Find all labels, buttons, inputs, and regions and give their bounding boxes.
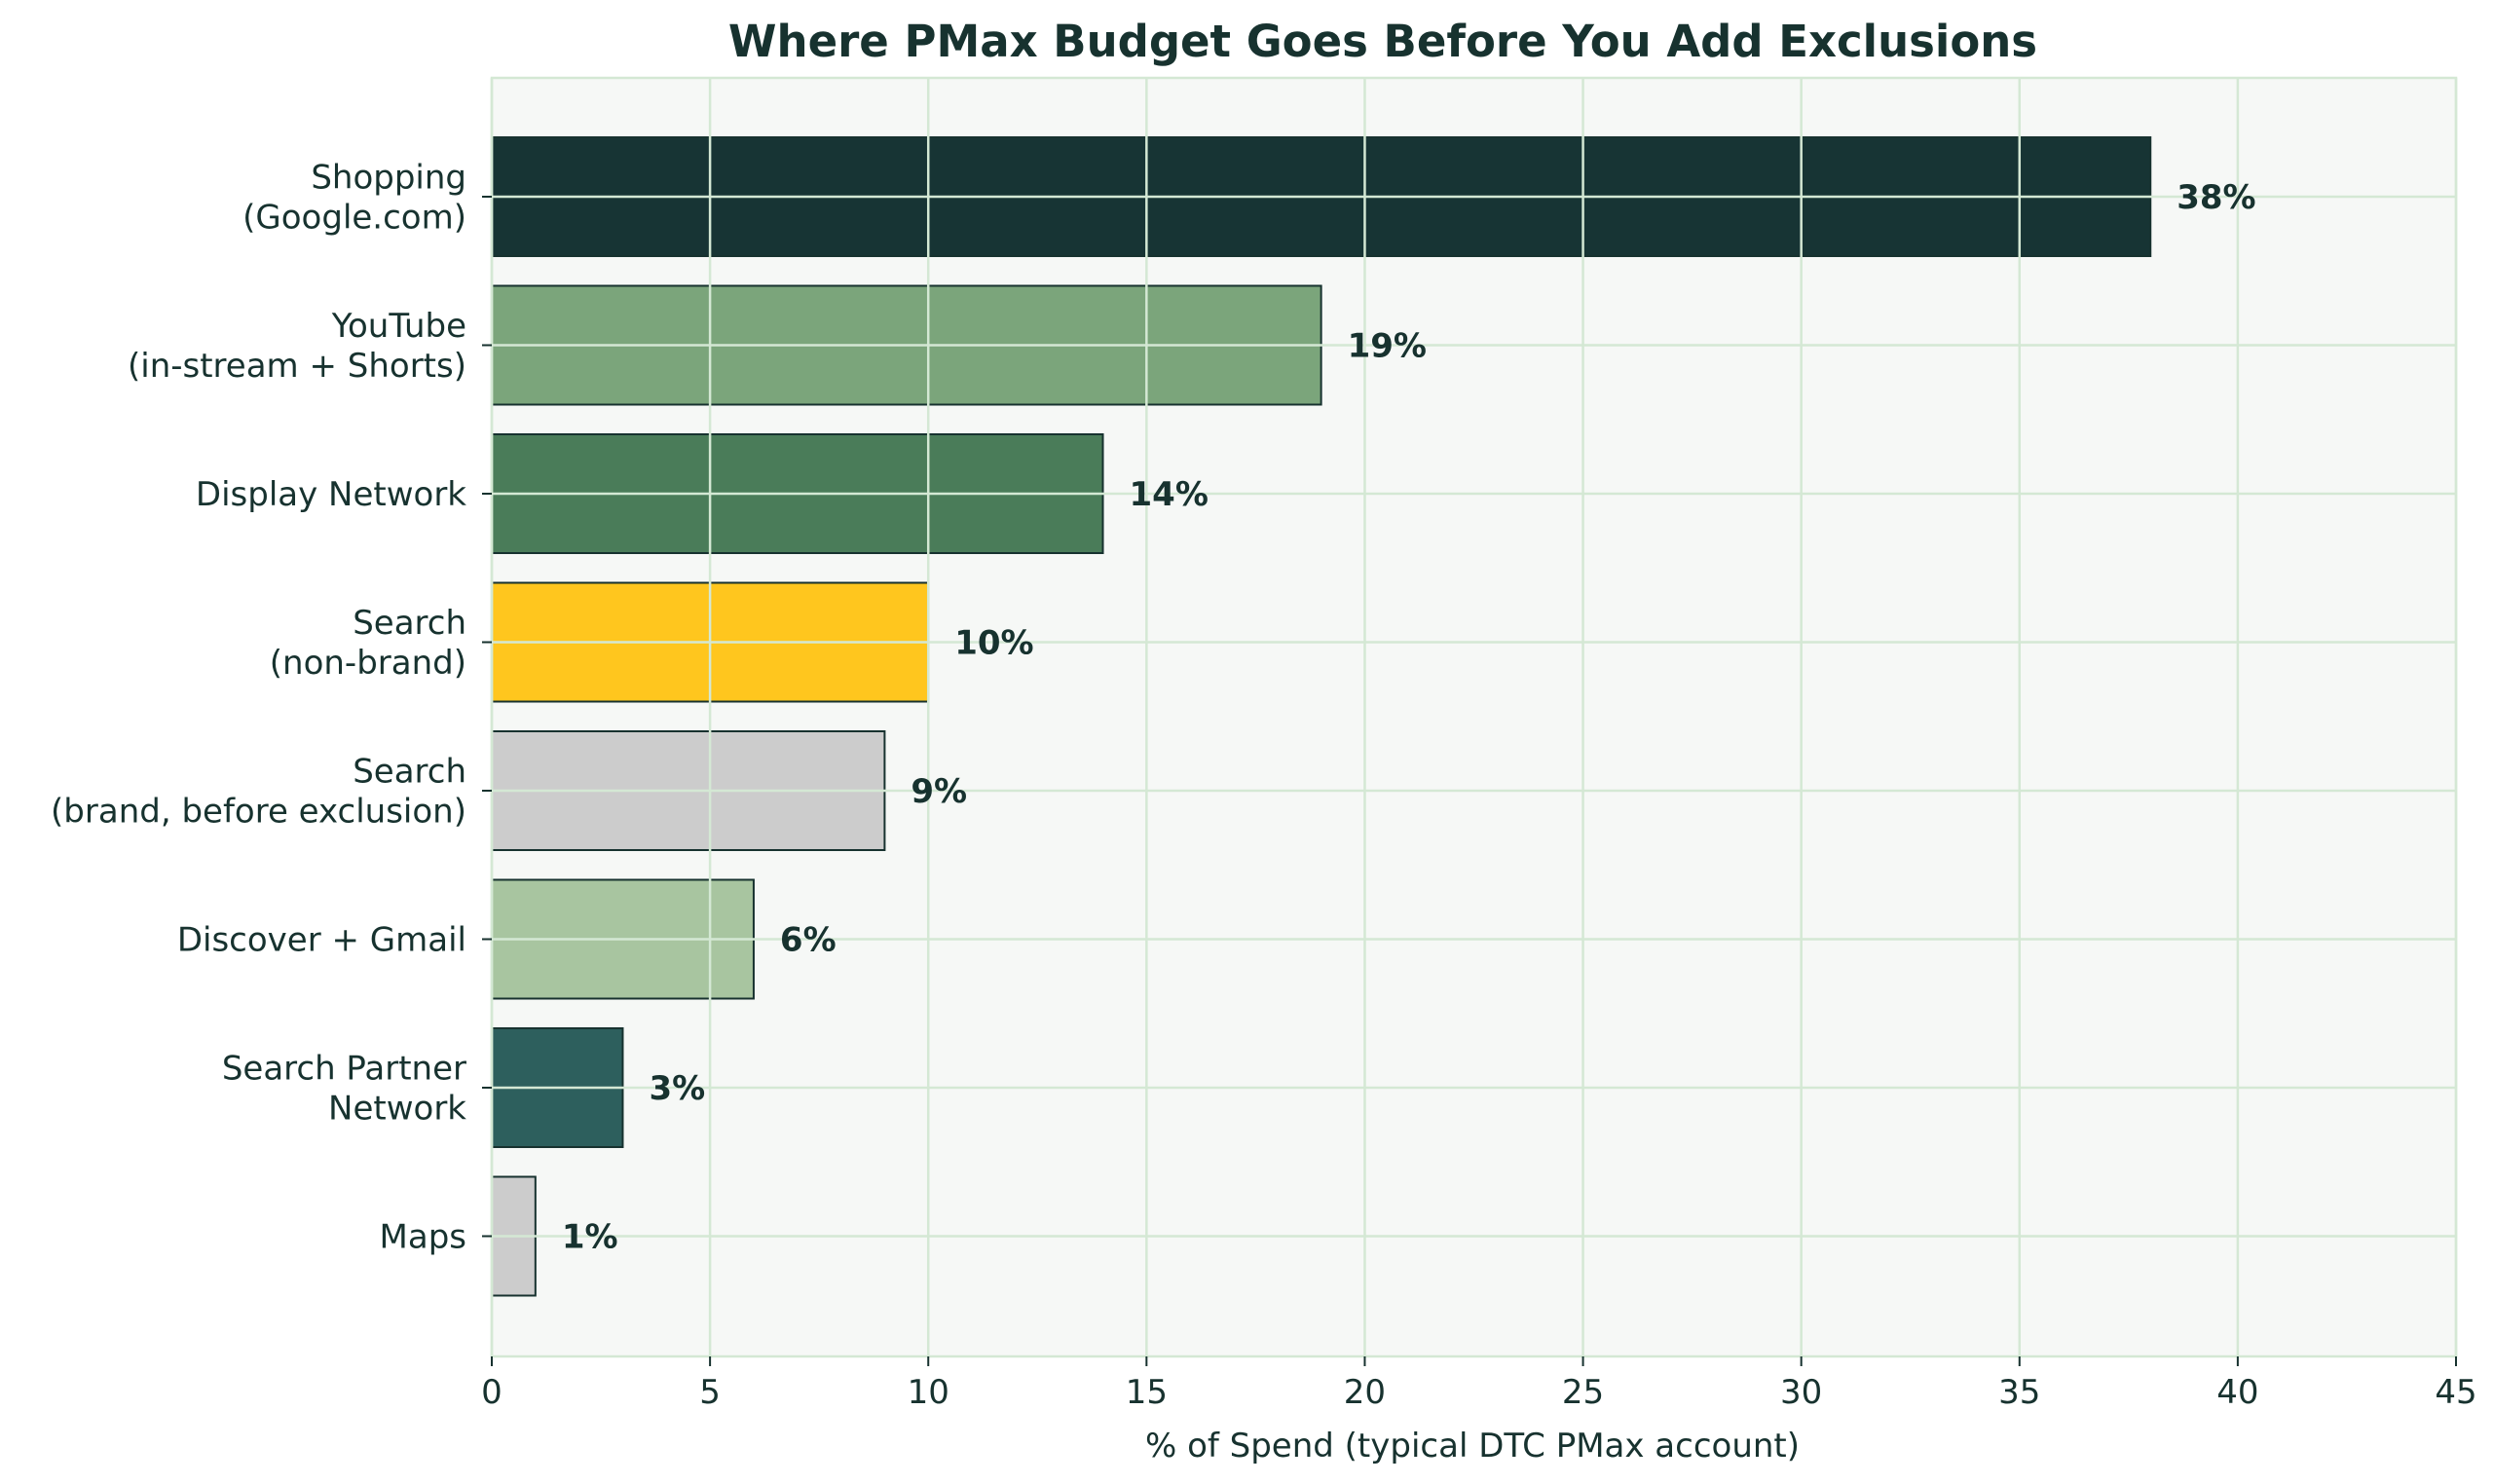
category-label-2: Display Network	[196, 475, 466, 514]
category-label-7: Maps	[380, 1218, 466, 1257]
x-tick-label-9: 45	[2435, 1373, 2476, 1412]
x-tick-label-4: 20	[1344, 1373, 1386, 1412]
category-label-line: (non-brand)	[270, 644, 466, 683]
value-label-4: 9%	[911, 772, 967, 811]
x-tick-label-6: 30	[1780, 1373, 1822, 1412]
value-labels: 38% 19% 14% 10% 9% 6% 3% 1%	[562, 178, 2256, 1257]
value-label-6: 3%	[649, 1069, 705, 1108]
x-tick-label-0: 0	[481, 1373, 502, 1412]
x-tick-label-7: 35	[1998, 1373, 2040, 1412]
category-label-line: (in-stream + Shorts)	[128, 347, 466, 386]
x-tick-label-8: 40	[2216, 1373, 2258, 1412]
grid	[490, 78, 2458, 1356]
category-label-line: Shopping	[311, 159, 466, 198]
category-label-1: YouTube (in-stream + Shorts)	[128, 307, 466, 386]
x-axis: 0 5 10 15 20 25 30 35 40 45	[481, 1356, 2477, 1412]
value-label-0: 38%	[2177, 178, 2255, 217]
category-label-line: Search Partner	[222, 1050, 466, 1089]
plot-background	[492, 78, 2456, 1356]
category-label-line: (brand, before exclusion)	[51, 793, 466, 832]
value-label-5: 6%	[780, 921, 837, 960]
category-label-line: (Google.com)	[242, 199, 466, 238]
category-label-line: Discover + Gmail	[177, 921, 466, 960]
x-tick-label-3: 15	[1126, 1373, 1168, 1412]
x-tick-label-2: 10	[908, 1373, 949, 1412]
category-label-line: Display Network	[196, 475, 466, 514]
category-label-line: YouTube	[331, 307, 466, 346]
category-label-4: Search (brand, before exclusion)	[51, 753, 466, 832]
x-axis-label: % of Spend (typical DTC PMax account)	[1145, 1427, 1800, 1465]
value-label-1: 19%	[1348, 327, 1427, 366]
value-label-2: 14%	[1130, 475, 1209, 514]
category-label-0: Shopping (Google.com)	[242, 159, 466, 238]
category-label-line: Search	[353, 753, 466, 792]
plot-layer	[490, 76, 2458, 1358]
value-label-7: 1%	[562, 1218, 618, 1257]
category-label-line: Search	[353, 604, 466, 643]
y-axis: Shopping (Google.com) YouTube (in-stream + …	[51, 159, 492, 1257]
value-label-3: 10%	[954, 624, 1033, 663]
category-label-line: Maps	[380, 1218, 466, 1257]
x-tick-label-1: 5	[699, 1373, 721, 1412]
chart-title: Where PMax Budget Goes Before You Add Ex…	[728, 16, 2037, 67]
plot-frame	[490, 76, 2458, 1358]
x-tick-label-5: 25	[1562, 1373, 1604, 1412]
category-label-3: Search (non-brand)	[270, 604, 466, 683]
category-label-5: Discover + Gmail	[177, 921, 466, 960]
category-label-line: Network	[328, 1090, 466, 1129]
category-label-6: Search Partner Network	[222, 1050, 466, 1129]
